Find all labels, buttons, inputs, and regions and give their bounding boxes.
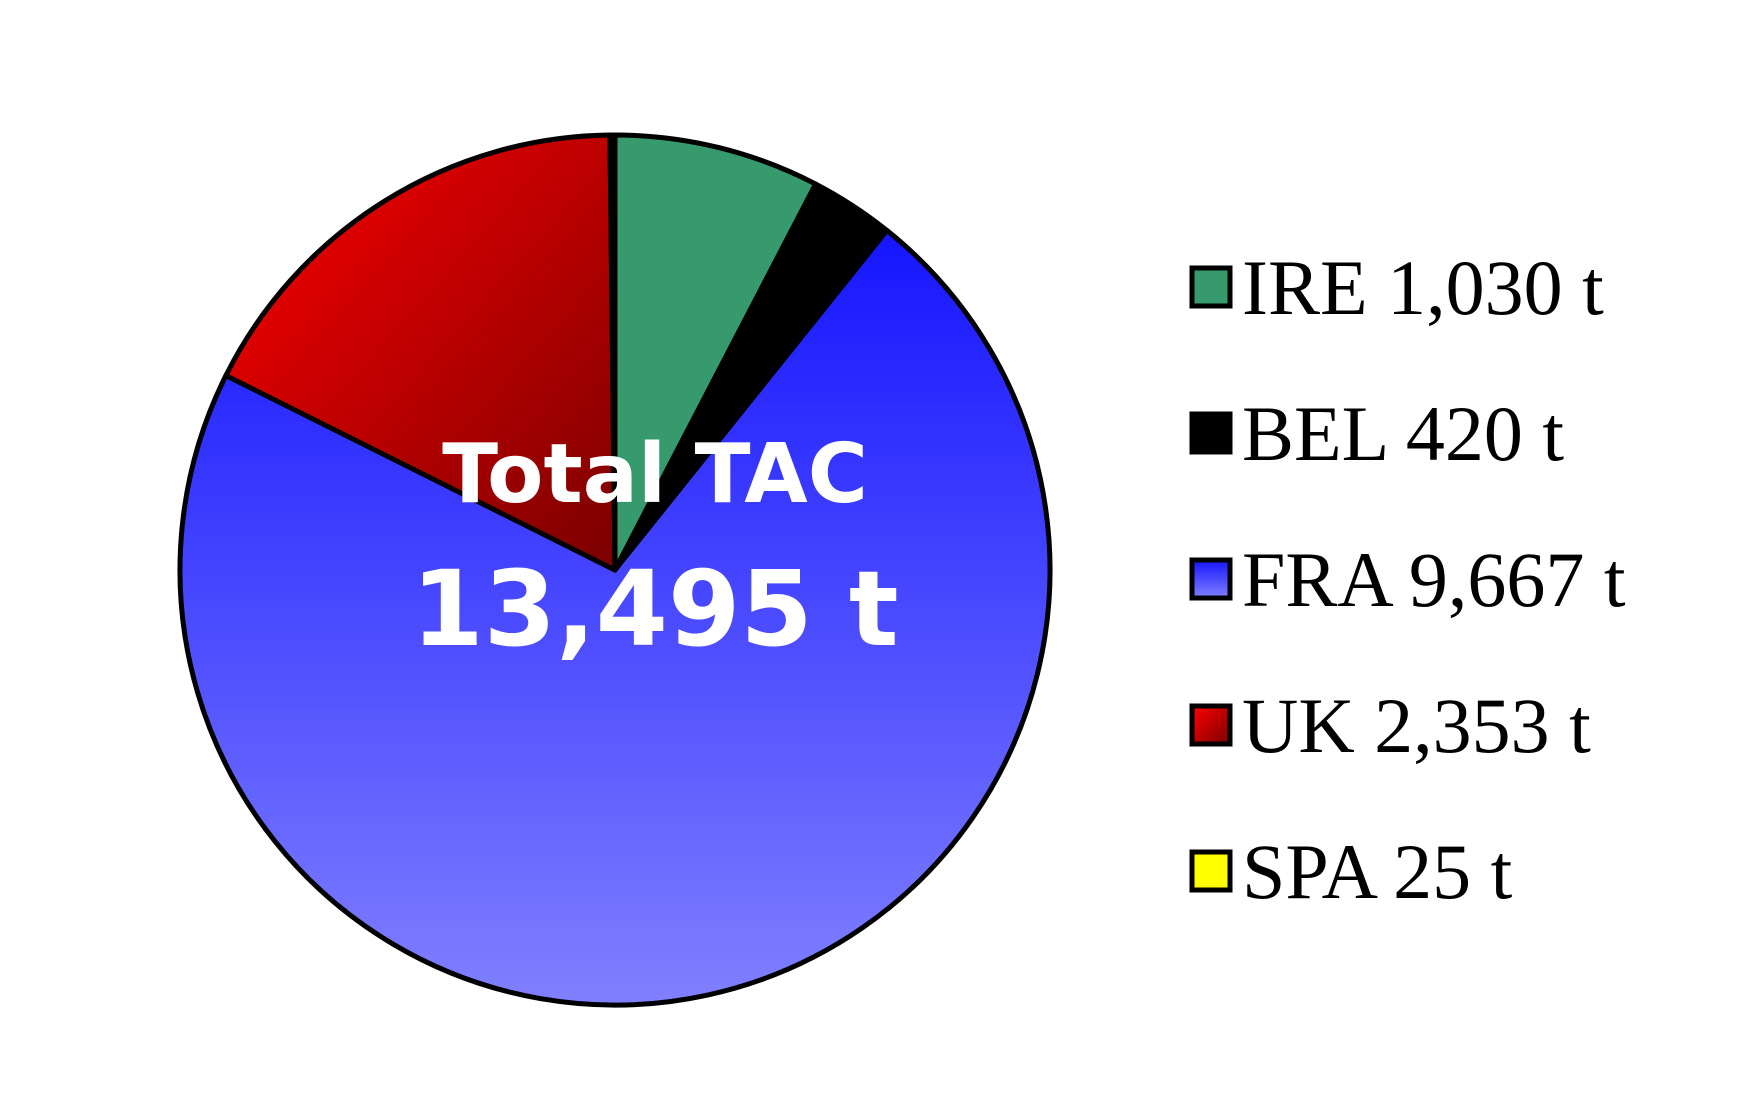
- legend-item-bel: BEL 420 t: [1189, 390, 1564, 477]
- center-total: 13,495 t: [411, 548, 898, 670]
- pie-slice-uk: [223, 132, 618, 573]
- pie-slices: [177, 132, 1053, 1008]
- pie-slice-spa: [607, 132, 618, 573]
- legend-label-bel: BEL 420 t: [1242, 390, 1564, 477]
- pie-slice-fra: [177, 227, 1053, 1008]
- legend-label-spa: SPA 25 t: [1242, 828, 1513, 915]
- legend-swatch-spa: [1189, 849, 1233, 893]
- center-label: Total TAC 13,495 t: [411, 427, 898, 670]
- legend-item-spa: SPA 25 t: [1189, 828, 1513, 915]
- legend-label-fra: FRA 9,667 t: [1242, 536, 1626, 623]
- legend-label-ire: IRE 1,030 t: [1242, 244, 1604, 331]
- legend-swatch-bel: [1189, 411, 1233, 455]
- legend-item-ire: IRE 1,030 t: [1189, 244, 1604, 331]
- legend: IRE 1,030 t BEL 420 t FRA 9,667 t UK 2,353 …: [1189, 244, 1626, 915]
- legend-swatch-uk: [1189, 703, 1233, 747]
- legend-item-fra: FRA 9,667 t: [1189, 536, 1626, 623]
- legend-label-uk: UK 2,353 t: [1242, 682, 1591, 769]
- legend-item-uk: UK 2,353 t: [1189, 682, 1591, 769]
- center-title: Total TAC: [442, 427, 868, 522]
- legend-swatch-ire: [1189, 265, 1233, 309]
- pie-slice-ire: [612, 132, 819, 573]
- legend-swatch-fra: [1189, 557, 1233, 601]
